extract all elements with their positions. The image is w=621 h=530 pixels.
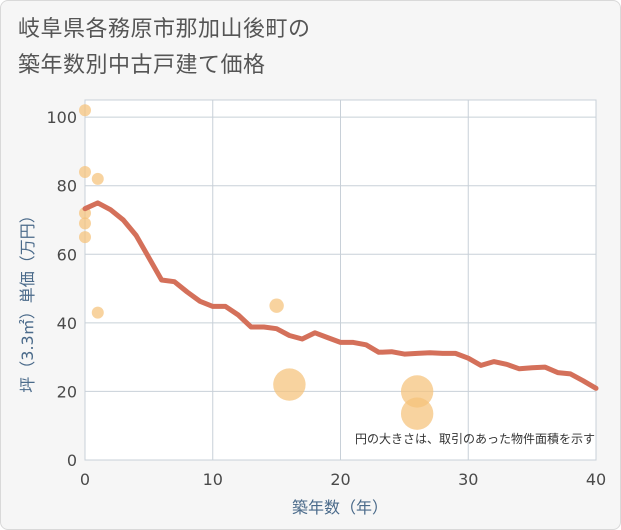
y-axis-label: 坪（3.3㎡）単価（万円） xyxy=(18,207,37,392)
bubble-point-8 xyxy=(273,368,306,401)
x-axis-label: 築年数（年） xyxy=(292,498,388,517)
bubble-point-5 xyxy=(91,172,104,185)
chart-title-line2: 築年数別中古戸建て価格 xyxy=(18,53,266,78)
y-tick-label-60: 60 xyxy=(57,245,77,264)
x-tick-label-30: 30 xyxy=(458,470,478,489)
chart-title-line1: 岐阜県各務原市那加山後町の xyxy=(18,17,311,42)
y-tick-label-100: 100 xyxy=(46,108,77,127)
size-note: 円の大きさは、取引のあった物件面積を示す xyxy=(355,431,595,446)
bubble-point-6 xyxy=(91,306,104,319)
grid xyxy=(85,100,596,460)
bubble-point-2 xyxy=(79,207,91,220)
y-tick-labels: 0 20 40 60 80 100 xyxy=(46,108,77,470)
chart-title: 岐阜県各務原市那加山後町の 築年数別中古戸建て価格 xyxy=(18,12,311,84)
x-tick-labels: 0 10 20 30 40 xyxy=(80,470,606,489)
bubble-point-0 xyxy=(79,104,91,117)
x-tick-label-0: 0 xyxy=(80,470,90,489)
bubble-point-9 xyxy=(400,375,434,408)
y-tick-label-0: 0 xyxy=(67,451,77,470)
y-tick-label-80: 80 xyxy=(57,177,77,196)
x-tick-label-40: 40 xyxy=(586,470,606,489)
bubble-point-4 xyxy=(79,231,91,244)
bubble-point-3 xyxy=(79,217,91,230)
bubble-point-7 xyxy=(269,298,284,313)
bubble-point-10 xyxy=(400,397,434,430)
y-tick-label-20: 20 xyxy=(57,382,77,401)
bubble-point-1 xyxy=(79,166,91,178)
x-tick-label-10: 10 xyxy=(203,470,223,489)
y-tick-label-40: 40 xyxy=(57,314,77,333)
bubble-layer xyxy=(79,104,434,430)
x-tick-label-20: 20 xyxy=(330,470,350,489)
average-price-line xyxy=(82,200,599,391)
